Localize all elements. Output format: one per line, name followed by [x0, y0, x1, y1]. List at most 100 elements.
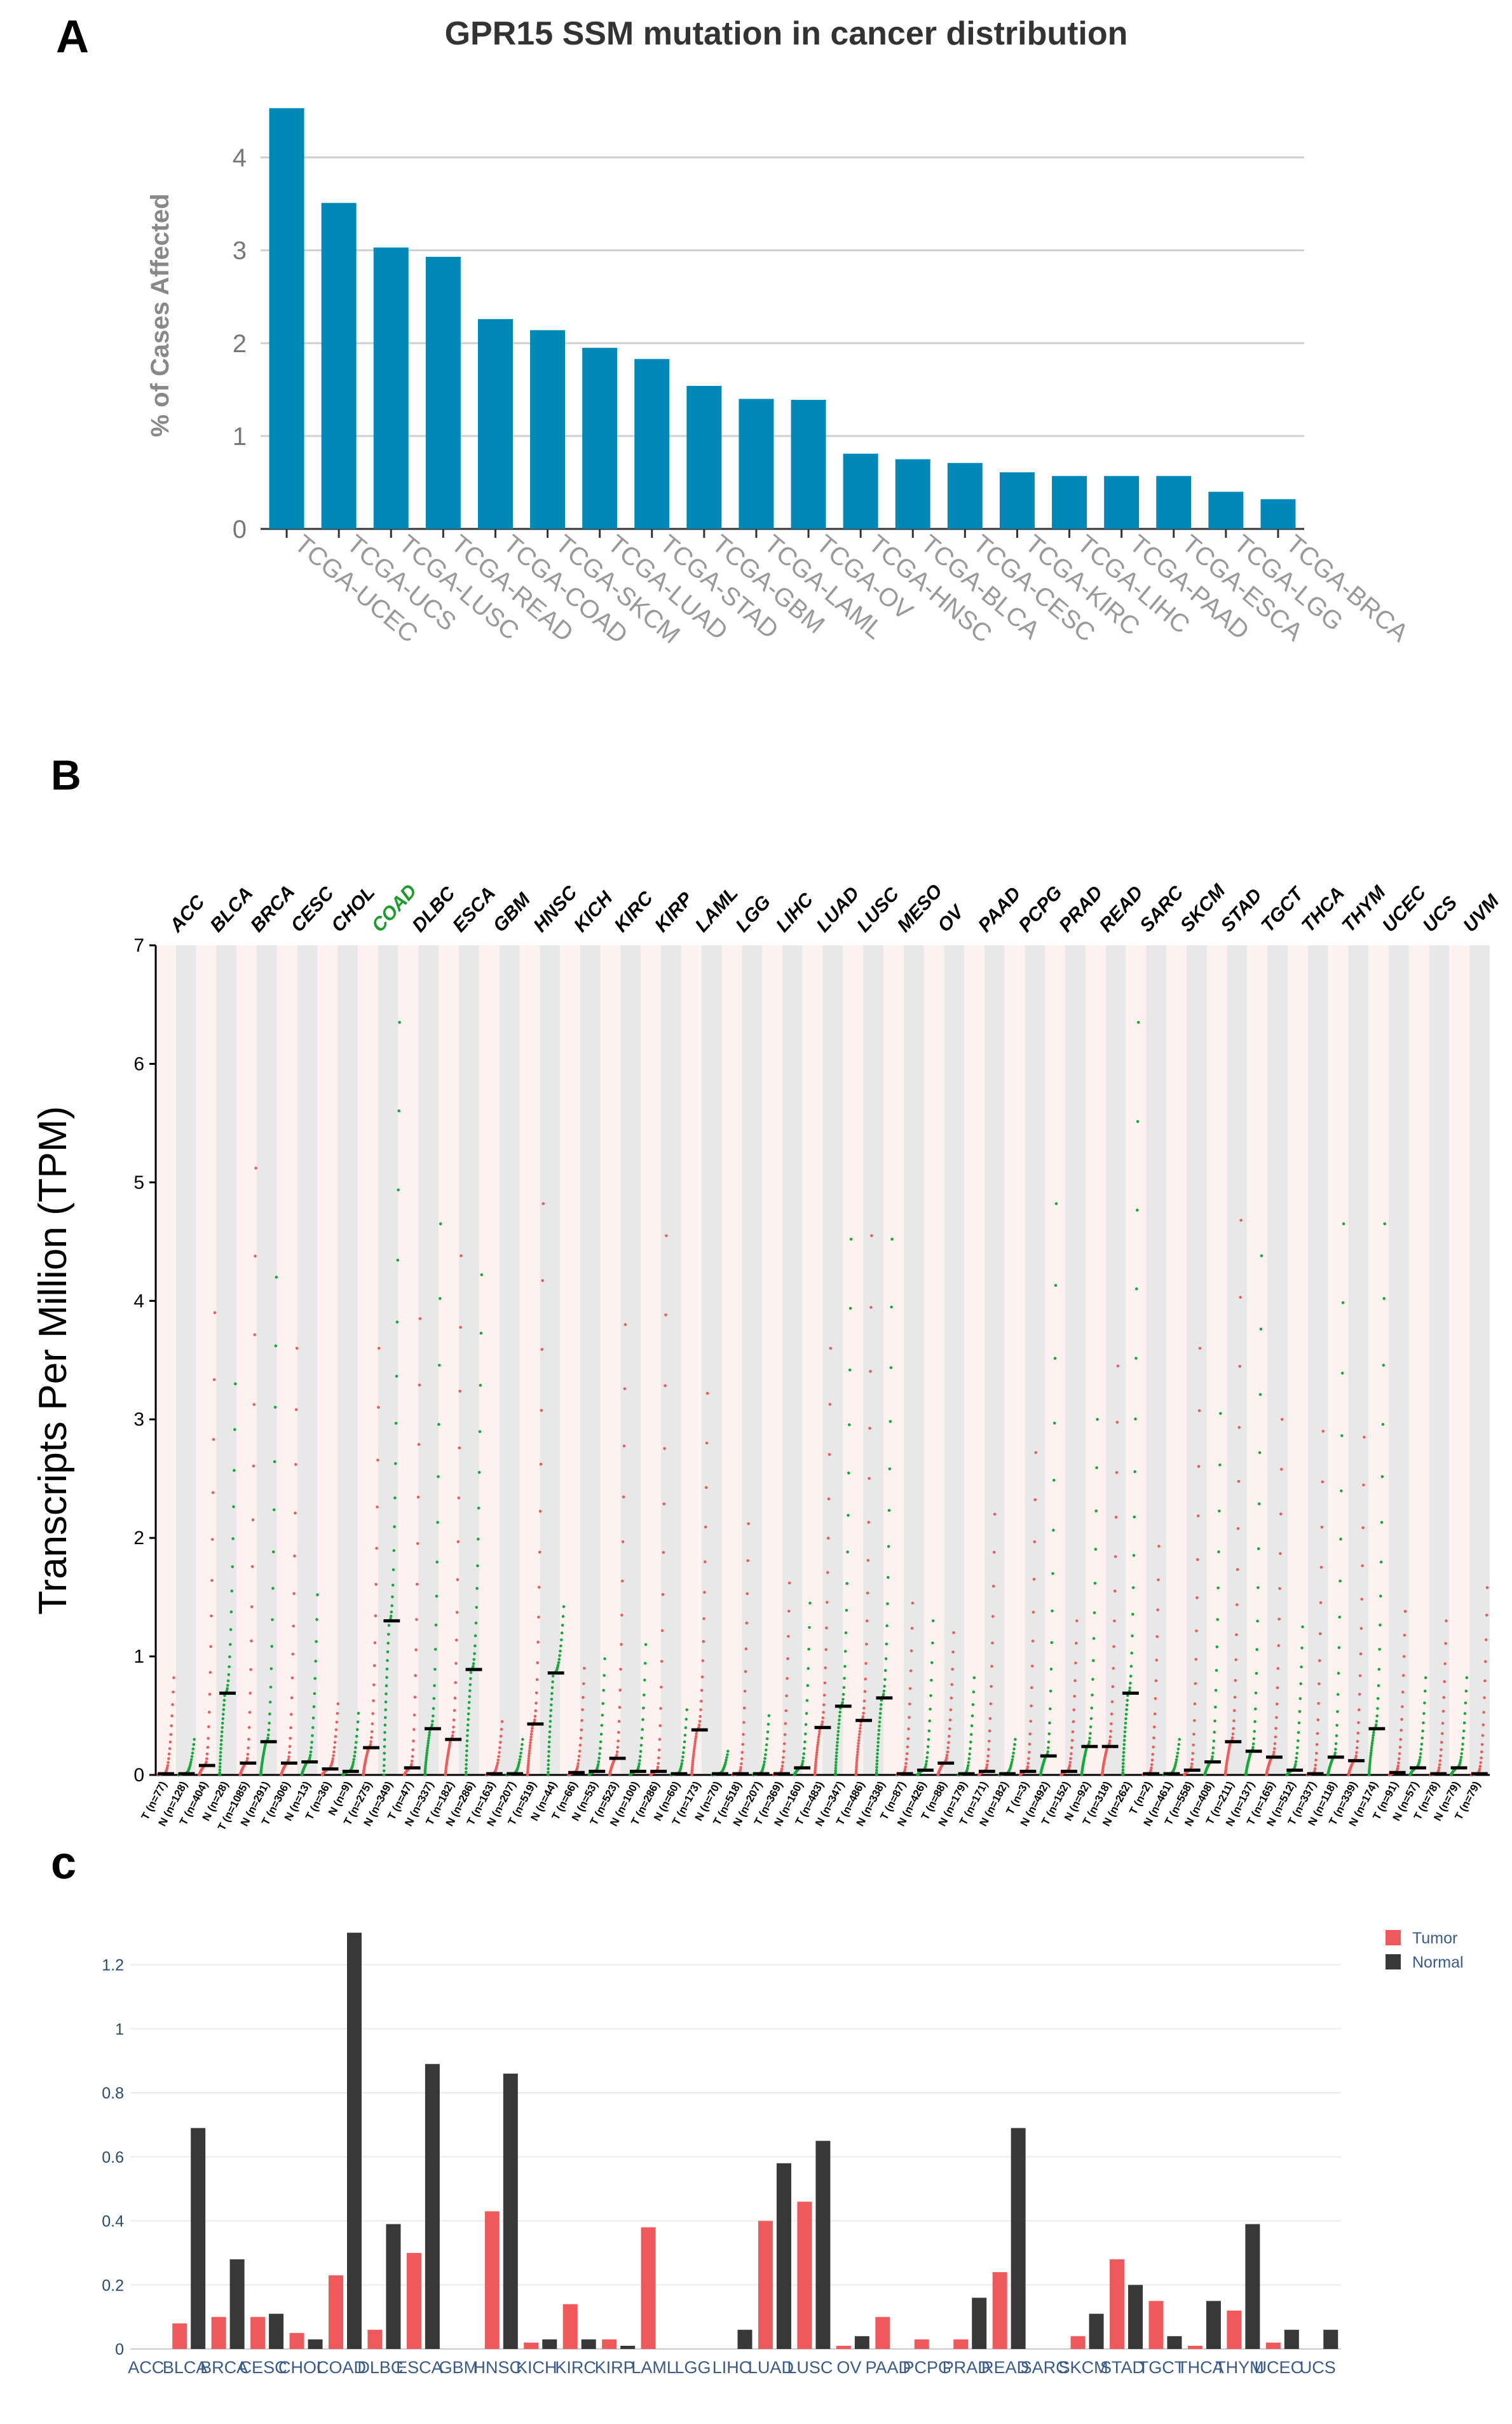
data-point	[657, 1748, 661, 1751]
data-point	[744, 1647, 748, 1650]
data-point	[1335, 1734, 1338, 1737]
data-point	[1275, 1702, 1279, 1706]
data-point	[787, 1581, 791, 1585]
data-point	[266, 1733, 270, 1737]
data-point	[1300, 1647, 1304, 1650]
data-point	[662, 1551, 665, 1554]
band-light	[883, 945, 904, 1775]
data-point	[621, 1540, 625, 1544]
data-point	[1114, 1516, 1118, 1519]
data-point	[383, 1723, 387, 1727]
data-point	[521, 1737, 524, 1741]
data-point	[784, 1722, 787, 1725]
data-point	[903, 1768, 907, 1771]
data-point	[228, 1665, 231, 1669]
data-point	[1315, 1751, 1318, 1755]
bar-tumor	[1265, 2342, 1281, 2349]
data-point	[226, 1679, 230, 1683]
data-point	[472, 1664, 475, 1668]
data-point	[1190, 1762, 1194, 1765]
data-point	[1459, 1755, 1463, 1759]
y-axis-label: Transcripts Per Million (TPM)	[31, 1106, 75, 1615]
data-point	[1054, 1202, 1058, 1205]
data-point	[533, 1715, 537, 1718]
data-point	[475, 1587, 479, 1590]
data-point	[1274, 1727, 1277, 1730]
data-point	[990, 1664, 993, 1668]
bar-normal	[854, 2336, 869, 2349]
data-point	[1196, 1514, 1200, 1517]
data-point	[684, 1718, 688, 1721]
data-point	[787, 1634, 790, 1638]
data-point	[838, 1711, 841, 1714]
data-point	[1089, 1725, 1093, 1729]
data-point	[620, 1579, 624, 1583]
data-point	[1252, 1737, 1256, 1741]
data-point	[411, 1755, 414, 1758]
data-point	[1211, 1755, 1214, 1758]
data-point	[372, 1683, 376, 1687]
data-point	[1034, 1451, 1037, 1455]
data-point	[1398, 1752, 1401, 1755]
data-point	[929, 1694, 932, 1697]
data-point	[254, 1167, 257, 1170]
y-tick-label: 4	[233, 144, 247, 172]
data-point	[865, 1619, 869, 1622]
data-point	[477, 1470, 481, 1474]
data-point	[704, 1525, 707, 1529]
data-point	[496, 1758, 500, 1762]
data-point	[385, 1692, 388, 1695]
data-point	[967, 1761, 971, 1764]
band-grey	[378, 945, 398, 1775]
data-point	[246, 1753, 250, 1756]
data-point	[890, 1305, 893, 1309]
data-point	[550, 1692, 554, 1695]
data-point	[580, 1728, 583, 1732]
data-point	[663, 1447, 666, 1450]
band-grey	[1307, 945, 1328, 1775]
bar	[582, 348, 618, 529]
data-point	[456, 1540, 460, 1544]
data-point	[561, 1624, 564, 1627]
data-point	[835, 1748, 838, 1751]
data-point	[551, 1680, 554, 1683]
bar-normal	[581, 2339, 596, 2349]
data-point	[1272, 1747, 1276, 1750]
data-point	[467, 1712, 470, 1716]
data-point	[814, 1762, 817, 1766]
data-point	[905, 1752, 909, 1755]
data-point	[376, 1458, 379, 1462]
data-point	[578, 1743, 582, 1747]
data-point	[1050, 1641, 1054, 1645]
data-point	[1175, 1758, 1178, 1762]
data-point	[866, 1591, 869, 1595]
data-point	[1334, 1748, 1337, 1751]
data-point	[847, 1514, 850, 1517]
data-point	[1254, 1691, 1258, 1695]
data-point	[1361, 1564, 1364, 1568]
data-point	[692, 1752, 695, 1755]
data-point	[782, 1756, 785, 1759]
data-point	[1215, 1645, 1219, 1648]
data-point	[834, 1760, 838, 1764]
data-point	[836, 1734, 840, 1737]
cancer-label: READ	[1096, 882, 1147, 936]
data-point	[1237, 1426, 1241, 1429]
data-point	[924, 1762, 928, 1766]
data-point	[988, 1729, 991, 1733]
data-point	[876, 1752, 879, 1755]
data-point	[1375, 1714, 1379, 1718]
data-point	[867, 1521, 870, 1524]
data-point	[826, 1601, 829, 1604]
data-point	[875, 1769, 878, 1772]
data-point	[1230, 1736, 1234, 1739]
data-point	[310, 1746, 313, 1750]
data-point	[218, 1773, 222, 1777]
data-point	[843, 1664, 847, 1668]
data-point	[814, 1758, 818, 1762]
bar-normal	[1245, 2224, 1260, 2349]
data-point	[332, 1750, 336, 1753]
x-tick-label: DLBC	[357, 2358, 403, 2377]
data-point	[309, 1750, 313, 1754]
data-point	[395, 1374, 398, 1378]
